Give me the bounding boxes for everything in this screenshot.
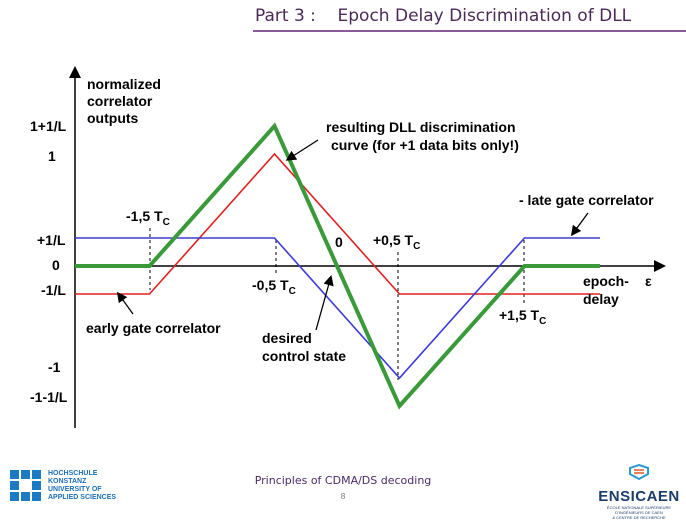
- late-annotation: - late gate correlator: [519, 192, 654, 208]
- late-pointer: [570, 212, 589, 237]
- early-gate-curve: [75, 152, 600, 295]
- x-mark-zero: 0: [335, 234, 343, 250]
- x-axis-label-line2: delay: [583, 291, 619, 307]
- hochschule-konstanz-logo: HOCHSCHULE KONSTANZ UNIVERSITY OF APPLIED S…: [10, 470, 150, 506]
- ensicaen-logo: ENSICAEN ÉCOLE NATIONALE SUPÉRIEURE D'IN…: [596, 462, 682, 520]
- slide-title: Part 3 : Epoch Delay Discrimination of D…: [255, 6, 632, 26]
- desired-annotation-line1: desired: [262, 330, 312, 346]
- late-gate-curve: [75, 237, 600, 380]
- title-underline: [253, 30, 686, 32]
- resulting-pointer: [285, 139, 319, 161]
- ensicaen-emblem-icon: [629, 463, 649, 481]
- y-tick-minus-1: -1: [48, 359, 61, 375]
- early-annotation: early gate correlator: [86, 320, 221, 336]
- resulting-annotation-line2: curve (for +1 data bits only!): [331, 137, 519, 153]
- htwg-mark-icon: [10, 470, 42, 502]
- footer-title: Principles of CDMA/DS decoding: [254, 474, 432, 487]
- y-tick-plus-1-over-l: +1/L: [37, 232, 66, 248]
- y-tick-minus-1-over-l: -1/L: [41, 282, 66, 298]
- early-pointer: [116, 291, 134, 315]
- x-mark-p05: +0,5 TC: [373, 232, 420, 252]
- x-mark-p15: +1,5 TC: [499, 307, 546, 327]
- resulting-annotation-line1: resulting DLL discrimination: [326, 119, 516, 135]
- x-mark-m15: -1,5 TC: [126, 208, 170, 228]
- epsilon-symbol: ε: [645, 273, 652, 289]
- y-tick-1: 1: [48, 148, 56, 164]
- page-number: 8: [340, 492, 346, 501]
- discrimination-curve: [75, 122, 600, 410]
- desired-annotation-line2: control state: [262, 348, 346, 364]
- y-tick-minus-1-minus-1-over-l: -1-1/L: [30, 389, 68, 405]
- y-axis-label-line3: outputs: [87, 110, 139, 126]
- x-axis-label-line1: epoch-: [583, 273, 629, 289]
- desired-pointer: [315, 274, 334, 331]
- y-tick-0: 0: [52, 257, 60, 273]
- y-tick-1-plus-1-over-l: 1+1/L: [30, 118, 67, 134]
- x-mark-m05: -0,5 TC: [252, 277, 296, 297]
- y-axis-label-line2: correlator: [87, 93, 153, 109]
- y-axis-label-line1: normalized: [87, 76, 161, 92]
